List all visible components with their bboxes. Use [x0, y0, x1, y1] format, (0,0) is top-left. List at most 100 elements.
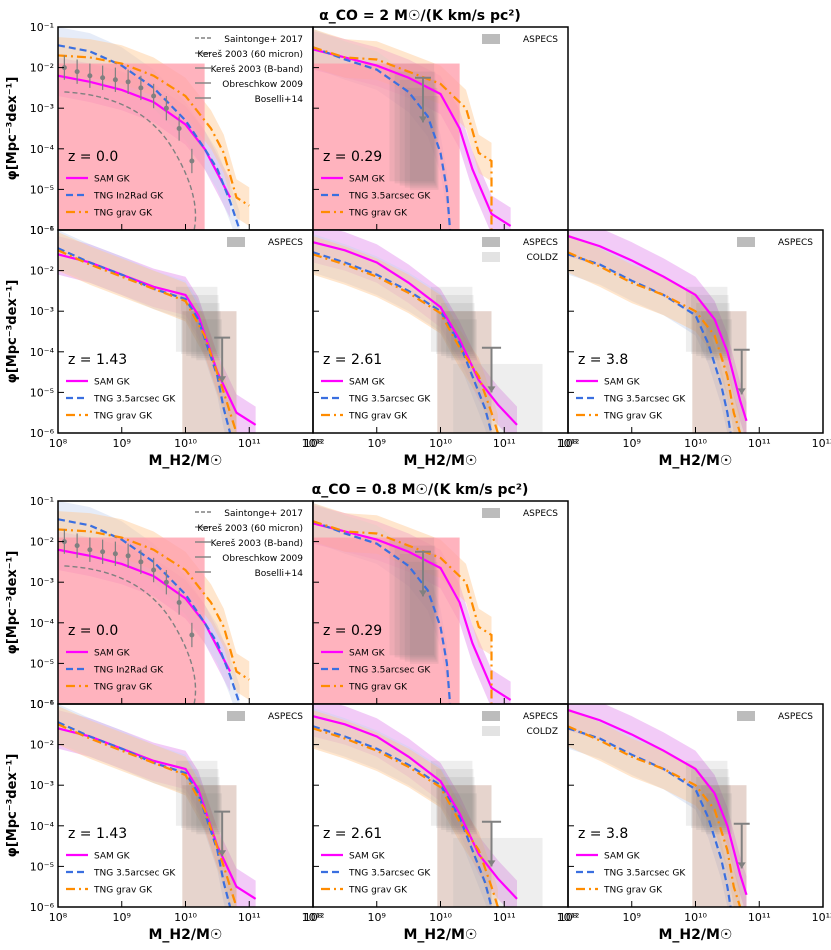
legend-label: SAM GK [349, 852, 386, 862]
series-line [568, 235, 748, 422]
x-tick-label: 10⁹ [113, 911, 131, 924]
upper-limit-head [418, 590, 427, 597]
uncertainty-band [313, 704, 517, 907]
legend-label: TNG grav GK [93, 412, 153, 422]
obs-point [112, 77, 118, 83]
obs-legend-swatch [482, 508, 500, 518]
x-tick-label: 10¹² [302, 437, 325, 450]
redshift-label: z = 3.8 [578, 352, 628, 368]
obs-legend-label: Saintonge+ 2017 [224, 35, 303, 45]
y-axis-label: φ[Mpc⁻³dex⁻¹] [5, 77, 20, 181]
x-tick-label: 10¹⁰ [429, 437, 452, 450]
aspecs-box [399, 79, 437, 186]
mass-range-block [182, 311, 237, 433]
y-axis-label: φ[Mpc⁻³dex⁻¹] [5, 754, 20, 858]
obs-point [151, 93, 157, 99]
y-tick-label: 10⁻³ [30, 576, 54, 589]
obs-point [61, 65, 67, 71]
series-line [58, 44, 241, 230]
aspecs-box [404, 87, 438, 188]
aspecs-box [691, 768, 729, 828]
y-tick-label: 10⁻² [30, 62, 54, 75]
aspecs-box [399, 553, 437, 660]
legend-label: TNG 3.5arcsec GK [93, 395, 176, 405]
obs-legend-swatch [227, 237, 245, 247]
mass-range-block [437, 785, 492, 907]
obs-legend-swatch [227, 711, 245, 721]
x-tick-label: 10¹² [812, 911, 831, 924]
obs-point [87, 547, 93, 553]
upper-limit-head [218, 376, 227, 383]
x-axis-label: M_H2/M☉ [149, 453, 223, 469]
uncertainty-band [568, 708, 741, 907]
x-tick-label: 10⁸ [49, 911, 68, 924]
uncertainty-band [568, 234, 741, 433]
upper-limit-head [737, 862, 746, 869]
series-line [58, 723, 238, 907]
x-tick-label: 10⁹ [113, 437, 131, 450]
x-axis-label: M_H2/M☉ [659, 453, 733, 469]
obs-legend-label: COLDZ [527, 253, 558, 263]
panel-9: 10⁸ 10⁹ 10¹⁰ 10¹¹ 10¹² M_H2/M☉ z = 3.8 SAM GK TN… [559, 703, 831, 943]
legend-label: TNG 3.5arcsec GK [348, 869, 431, 879]
upper-limit-head [418, 116, 427, 123]
x-tick-label: 10¹¹ [493, 437, 516, 450]
legend-label: TNG grav GK [348, 683, 408, 693]
y-tick-label: 10⁻⁴ [30, 143, 55, 156]
uncertainty-band [313, 230, 517, 433]
panel-plot-area [313, 29, 512, 230]
upper-limit-head [218, 850, 227, 857]
uncertainty-band [313, 234, 492, 433]
obs-legend-label: Obreschkow 2009 [222, 554, 303, 564]
panel-plot-area [313, 503, 512, 704]
obs-legend-label: ASPECS [778, 712, 813, 722]
x-tick-label: 10¹¹ [493, 911, 516, 924]
legend-label: SAM GK [604, 852, 641, 862]
y-tick-label: 10⁻⁶ [30, 224, 55, 237]
series-line [568, 251, 742, 433]
y-tick-label: 10⁻¹ [30, 21, 54, 34]
x-tick-label: 10⁸ [49, 437, 68, 450]
redshift-label: z = 0.0 [68, 149, 118, 165]
legend-label: TNG 3.5arcsec GK [348, 192, 431, 202]
obs-legend-swatch [482, 711, 500, 721]
uncertainty-band [58, 704, 231, 907]
x-tick-label: 10⁹ [623, 437, 641, 450]
legend-label: TNG In2Rad GK [93, 192, 164, 202]
obs-legend-label: ASPECS [523, 238, 558, 248]
obs-legend-label: Kereš 2003 (60 micron) [197, 523, 303, 534]
series-line [58, 528, 250, 681]
redshift-label: z = 0.29 [323, 623, 382, 639]
obs-legend-label: Obreschkow 2009 [222, 80, 303, 90]
y-tick-label: 10⁻² [30, 739, 54, 752]
obs-point [74, 543, 80, 549]
series-line [568, 727, 732, 907]
obs-point [163, 579, 169, 585]
y-tick-label: 10⁻⁵ [30, 860, 54, 873]
y-tick-label: 10⁻⁵ [30, 183, 54, 196]
legend-label: TNG In2Rad GK [93, 666, 164, 676]
x-axis-label: M_H2/M☉ [149, 927, 223, 943]
y-tick-label: 10⁻⁴ [30, 820, 55, 833]
obs-legend-label: Kereš 2003 (B-band) [211, 64, 303, 75]
x-tick-label: 10¹¹ [748, 437, 771, 450]
series-line [568, 253, 732, 433]
legend-label: TNG 3.5arcsec GK [93, 869, 176, 879]
panel-plot-area [58, 501, 250, 704]
y-tick-label: 10⁻⁵ [30, 386, 54, 399]
panel-2: 10⁻¹ 10⁻² 10⁻³ 10⁻⁴ 10⁻⁵ 10⁻⁶ φ[Mpc⁻³dex⁻¹] 10⁸… [5, 224, 324, 469]
saintonge-curve [64, 565, 197, 704]
legend-label: TNG grav GK [348, 412, 408, 422]
obs-point [100, 75, 106, 81]
panel-plot-area [58, 230, 257, 433]
x-axis-label: M_H2/M☉ [404, 453, 478, 469]
uncertainty-band [58, 710, 256, 907]
saintonge-curve [64, 91, 197, 230]
x-tick-label: 10⁸ [304, 911, 323, 924]
redshift-label: z = 1.43 [68, 826, 127, 842]
aspecs-box [441, 777, 475, 831]
section-title-bottom: α_CO = 0.8 M☉/(K km/s pc²) [312, 482, 529, 498]
y-tick-label: 10⁻¹ [30, 224, 54, 237]
panels-layer: 10⁻¹ 10⁻² 10⁻³ 10⁻⁴ 10⁻⁵ 10⁻⁶ φ[Mpc⁻³dex⁻¹] z =… [5, 21, 831, 943]
